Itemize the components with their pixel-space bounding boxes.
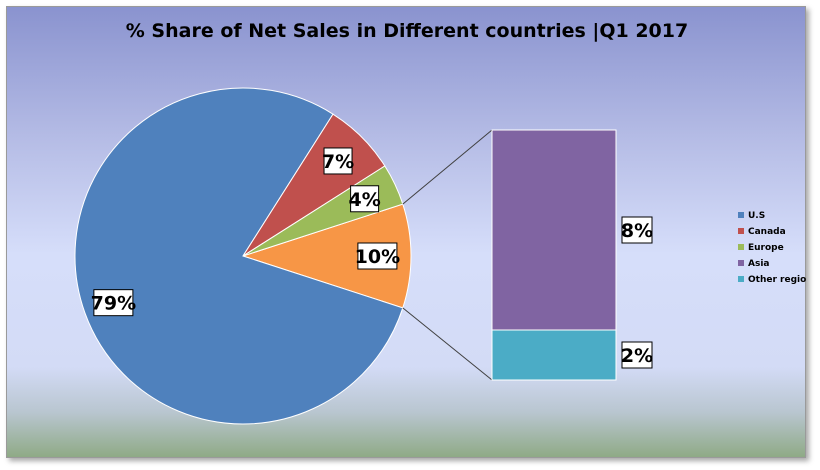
connector-line-bottom [402,307,493,381]
data-label-box-asia [621,216,653,244]
legend-swatch-other-regions [738,276,744,282]
legend-label-canada: Canada [748,227,786,237]
data-label-other-regions: 2% [621,345,653,367]
chart-area: % Share of Net Sales in Different countr… [6,6,807,458]
pie-slice-combined-other [241,203,412,309]
chart-title: % Share of Net Sales in Different countr… [125,20,689,42]
chart-canvas: 10% 79% 7% 4% 8% 2% U.S Canada Europe Asia Other r… [74,87,807,425]
data-label-box-other-regions [621,341,653,369]
legend-swatch-europe [738,244,744,250]
data-label-asia: 8% [621,220,653,242]
bar-segment-other-regions [491,329,617,381]
pie-slice-u-s [74,87,404,425]
legend-swatch-u-s [738,212,744,218]
data-label-u-s: 79% [91,293,136,315]
data-label-europe: 4% [348,189,380,211]
legend-label-u-s: U.S [748,211,765,221]
legend-swatch-canada [738,228,744,234]
legend-label-other-regions: Other regions [748,275,807,285]
connector-line-top [402,129,493,205]
data-label-combined-other: 10% [355,246,400,268]
bar-segment-asia [491,129,617,331]
data-label-box-europe [350,185,380,213]
legend-label-europe: Europe [748,243,784,253]
data-label-canada: 7% [322,151,354,173]
legend-swatch-asia [738,260,744,266]
data-label-box-combined-other [357,242,398,270]
data-label-box-u-s [93,289,134,317]
legend-label-asia: Asia [748,259,769,269]
data-label-box-canada [323,147,353,175]
